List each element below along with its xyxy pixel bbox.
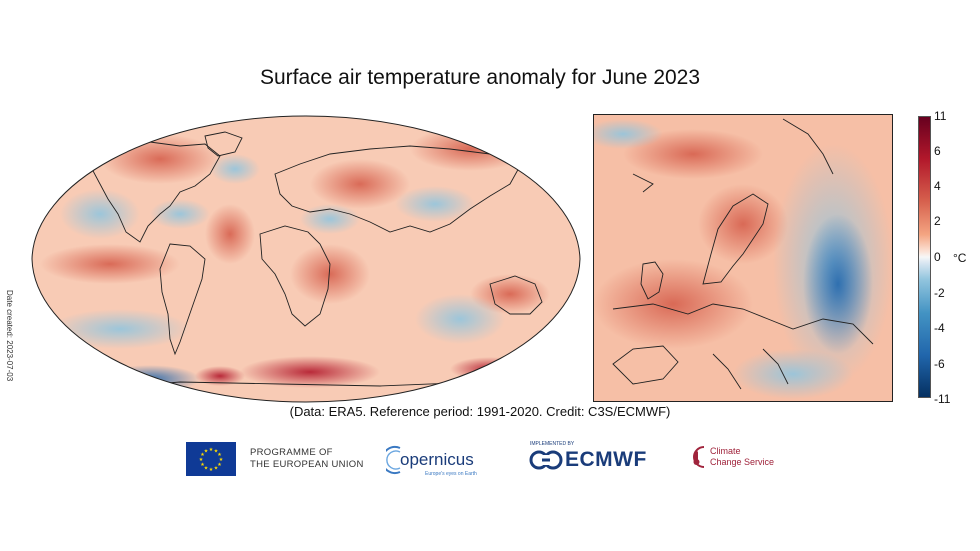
svg-text:★: ★ [219, 457, 224, 463]
svg-text:★: ★ [217, 452, 222, 458]
copernicus-wordmark: opernicus [400, 450, 474, 469]
c3s-text-line: Climate [710, 446, 741, 456]
svg-text:★: ★ [204, 466, 209, 472]
colorbar-tick-label: -11 [934, 392, 951, 406]
ecmwf-wordmark: ECMWF [565, 448, 647, 471]
svg-text:★: ★ [200, 462, 205, 468]
eu-text-line: THE EUROPEAN UNION [250, 459, 364, 470]
colorbar-tick-label: -2 [934, 286, 945, 300]
svg-text:★: ★ [209, 467, 214, 473]
svg-text:★: ★ [217, 462, 222, 468]
c3s-wordmark: Climate Change Service [710, 446, 774, 468]
colorbar-tick-label: 4 [934, 179, 941, 193]
colorbar-tick-label: -6 [934, 357, 945, 371]
copernicus-tagline: Europe's eyes on Earth [425, 471, 477, 477]
svg-text:★: ★ [199, 457, 204, 463]
ecmwf-logo-icon [529, 450, 563, 470]
eu-programme-text: PROGRAMME OF THE EUROPEAN UNION [250, 447, 364, 471]
svg-text:★: ★ [204, 449, 209, 455]
svg-text:★: ★ [200, 452, 205, 458]
eu-flag-logo: ★ ★ ★ ★ ★ ★ ★ ★ ★ ★ ★ ★ [186, 442, 236, 476]
copernicus-logo-icon [386, 446, 401, 474]
data-credit-caption: (Data: ERA5. Reference period: 1991-2020… [289, 404, 671, 419]
colorbar-tick-label: 6 [934, 144, 941, 158]
svg-text:★: ★ [214, 449, 219, 455]
logo-strip: ★ ★ ★ ★ ★ ★ ★ ★ ★ ★ ★ ★ PROGRAMME OF THE EUROPEA… [0, 436, 980, 486]
implemented-by-label: IMPLEMENTED BY [530, 441, 575, 447]
world-anomaly-map [31, 115, 581, 403]
colorbar-tick-label: 2 [934, 214, 941, 228]
europe-anomaly-map [593, 114, 893, 402]
c3s-thermometer-icon [693, 446, 705, 468]
colorbar-tick-label: 0 [934, 250, 941, 264]
colorbar [918, 116, 931, 398]
svg-text:★: ★ [214, 466, 219, 472]
colorbar-tick-label: 11 [934, 109, 947, 123]
eu-text-line: PROGRAMME OF [250, 447, 333, 458]
c3s-text-line: Change Service [710, 457, 775, 467]
svg-text:★: ★ [209, 447, 214, 453]
colorbar-unit: °C [953, 251, 967, 265]
colorbar-tick-label: -4 [934, 321, 945, 335]
map-title: Surface air temperature anomaly for June… [259, 66, 701, 89]
